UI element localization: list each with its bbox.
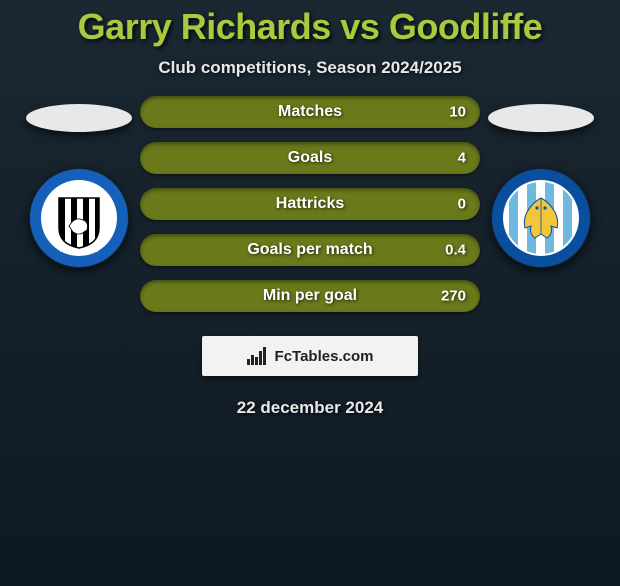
stat-row: Matches 10 bbox=[140, 96, 480, 128]
page-title: Garry Richards vs Goodliffe bbox=[0, 6, 620, 48]
stat-label: Matches bbox=[278, 103, 342, 121]
stat-right-value: 0 bbox=[458, 196, 466, 213]
stat-row: Hattricks 0 bbox=[140, 188, 480, 220]
right-club-badge: COLCHESTER UNITED FC bbox=[491, 168, 591, 268]
stat-right-value: 0.4 bbox=[445, 242, 466, 259]
stat-label: Hattricks bbox=[276, 195, 344, 213]
right-player-column: COLCHESTER UNITED FC bbox=[488, 96, 594, 268]
stat-row: Min per goal 270 bbox=[140, 280, 480, 312]
stat-right-value: 270 bbox=[441, 288, 466, 305]
left-player-photo-placeholder bbox=[26, 104, 132, 132]
subtitle: Club competitions, Season 2024/2025 bbox=[0, 58, 620, 78]
stat-label: Min per goal bbox=[263, 287, 357, 305]
svg-text:FOOTBALL CLUB: FOOTBALL CLUB bbox=[60, 248, 99, 253]
comparison-layout: GILLINGHAM FOOTBALL CLUB Matches 10 bbox=[0, 96, 620, 312]
date: 22 december 2024 bbox=[0, 398, 620, 418]
attribution[interactable]: FcTables.com bbox=[202, 336, 418, 376]
svg-text:GILLINGHAM: GILLINGHAM bbox=[63, 186, 95, 192]
stat-right-value: 10 bbox=[449, 104, 466, 121]
stat-row: Goals 4 bbox=[140, 142, 480, 174]
left-player-column: GILLINGHAM FOOTBALL CLUB bbox=[26, 96, 132, 268]
left-club-badge: GILLINGHAM FOOTBALL CLUB bbox=[29, 168, 129, 268]
stat-row: Goals per match 0.4 bbox=[140, 234, 480, 266]
stats-column: Matches 10 Goals 4 Hattricks 0 Goals per… bbox=[140, 96, 480, 312]
right-player-photo-placeholder bbox=[488, 104, 594, 132]
attribution-bar-icon bbox=[247, 347, 269, 365]
attribution-text: FcTables.com bbox=[275, 348, 374, 365]
stat-right-value: 4 bbox=[458, 150, 466, 167]
stat-label: Goals bbox=[288, 149, 332, 167]
stat-label: Goals per match bbox=[247, 241, 372, 259]
